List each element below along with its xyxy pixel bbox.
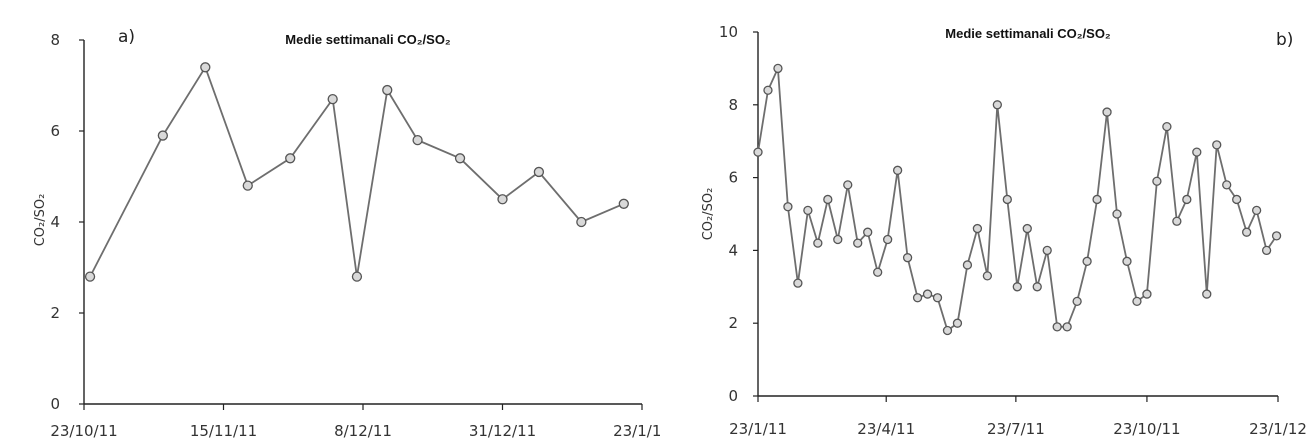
chart-title-a: Medie settimanali CO₂/SO₂ (285, 32, 451, 47)
data-point-b (992, 100, 1002, 110)
data-point-b (1192, 147, 1202, 157)
y-tick-label-a: 0 (50, 395, 60, 413)
y-tick-label-a: 6 (50, 122, 60, 140)
x-tick-label-b: 23/1/11 (729, 420, 787, 438)
y-tick-label-b: 2 (728, 314, 738, 332)
data-point-b (932, 293, 943, 303)
x-tick-label-b: 23/4/11 (857, 420, 915, 438)
y-axis-label-a: CO₂/SO₂ (33, 194, 48, 247)
data-point-b (863, 227, 873, 237)
y-tick-label-b: 8 (728, 96, 738, 114)
x-tick-label-b: 23/1/12 (1249, 420, 1307, 438)
data-point-a (84, 271, 96, 282)
data-point-b (1052, 322, 1062, 332)
x-tick-label-a: 8/12/11 (334, 422, 392, 440)
chart-title-b: Medie settimanali CO₂/SO₂ (945, 26, 1111, 41)
data-point-a (454, 153, 466, 164)
data-point-b (892, 165, 903, 175)
data-point-b (1062, 322, 1072, 332)
data-point-b (1261, 245, 1272, 256)
data-point-b (793, 278, 803, 288)
data-point-b (1022, 223, 1032, 234)
data-point-b (912, 293, 923, 303)
y-axis-label-b: CO₂/SO₂ (701, 188, 716, 241)
data-point-a (157, 130, 168, 141)
data-point-b (1232, 194, 1242, 205)
data-point-b (1202, 289, 1212, 299)
data-point-a (618, 198, 629, 209)
data-point-b (803, 205, 813, 216)
data-point-a (533, 166, 545, 178)
data-point-b (1251, 205, 1262, 216)
y-tick-label-b: 0 (728, 387, 738, 405)
y-tick-label-b: 4 (728, 241, 738, 259)
x-tick-label-b: 23/7/11 (987, 420, 1045, 438)
data-point-b (1152, 176, 1162, 186)
data-point-a (285, 153, 296, 164)
data-point-b (882, 234, 893, 245)
data-point-a (351, 271, 363, 282)
series-line-a (89, 65, 625, 278)
data-point-b (853, 238, 863, 248)
data-point-a (382, 84, 393, 96)
data-point-b (843, 180, 853, 190)
data-point-b (972, 223, 983, 234)
data-point-b (873, 267, 883, 277)
data-point-b (1212, 140, 1222, 150)
data-point-b (982, 271, 993, 281)
y-tick-label-a: 2 (50, 304, 60, 322)
panel-label-b: b) (1276, 30, 1293, 50)
data-point-b (1042, 245, 1052, 256)
y-tick-label-b: 10 (719, 23, 738, 41)
data-point-b (1102, 107, 1112, 117)
y-tick-label-a: 4 (50, 213, 60, 231)
chart-a: a) Medie settimanali CO₂/SO₂ CO₂/SO₂ 0 2 4… (33, 27, 660, 440)
data-point-b (952, 318, 963, 328)
data-point-b (1072, 296, 1082, 307)
data-point-b (1222, 180, 1232, 190)
data-point-b (1142, 289, 1152, 299)
data-point-b (1242, 227, 1252, 237)
data-point-b (753, 147, 763, 157)
data-point-b (783, 202, 793, 212)
data-point-b (1092, 194, 1102, 205)
data-point-b (1112, 209, 1122, 219)
data-point-b (1122, 256, 1132, 266)
y-tick-label-a: 8 (50, 31, 60, 49)
data-point-b (1271, 231, 1282, 241)
data-point-b (833, 234, 843, 245)
data-point-b (1032, 282, 1042, 292)
data-point-b (1002, 194, 1012, 205)
data-point-b (1162, 121, 1172, 132)
data-point-a (497, 194, 508, 205)
x-tick-label-a: 31/12/11 (469, 422, 536, 440)
data-point-b (763, 85, 773, 95)
data-point-b (813, 238, 823, 248)
data-point-a (327, 94, 338, 105)
data-point-a (200, 62, 211, 73)
y-tick-label-b: 6 (728, 169, 738, 187)
x-tick-label-a: 15/11/11 (190, 422, 257, 440)
data-point-a (576, 216, 587, 228)
data-point-a (412, 134, 423, 146)
data-point-b (962, 260, 973, 270)
data-point-b (942, 325, 953, 336)
data-point-b (1082, 256, 1092, 266)
x-tick-label-a: 23/1/12 (613, 422, 660, 440)
data-point-b (1012, 282, 1022, 292)
panel-label-a: a) (118, 27, 135, 47)
data-point-b (1132, 296, 1142, 307)
data-point-b (823, 194, 833, 205)
data-point-b (902, 253, 913, 263)
data-point-b (1172, 216, 1182, 226)
data-point-b (773, 63, 783, 74)
data-point-a (242, 180, 253, 191)
data-point-b (922, 289, 933, 299)
x-tick-label-b: 23/10/11 (1113, 420, 1180, 438)
data-point-b (1182, 194, 1192, 205)
x-tick-label-a: 23/10/11 (50, 422, 117, 440)
series-line-b (757, 68, 1278, 332)
